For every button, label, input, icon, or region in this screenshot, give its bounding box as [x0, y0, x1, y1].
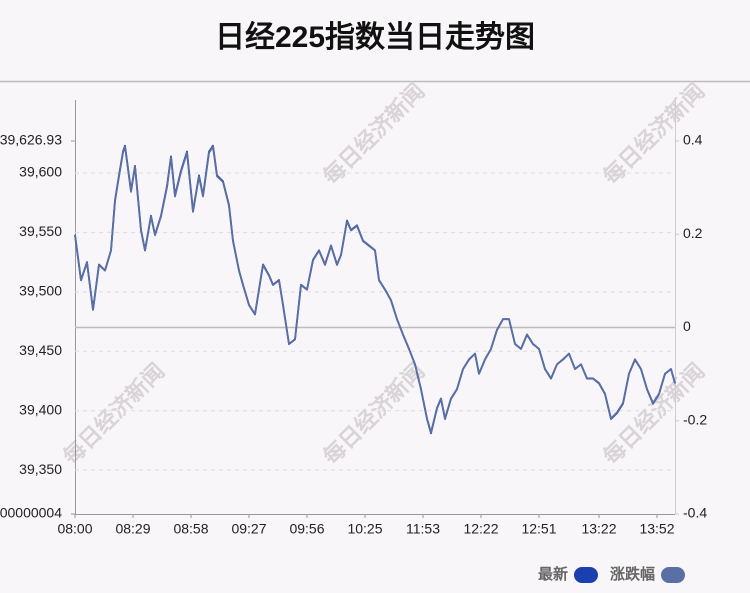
y2-tick-label: -0.4: [683, 505, 707, 521]
y-tick-label: 39,500: [19, 283, 62, 299]
legend-swatch: [661, 567, 685, 583]
x-tick-label: 08:00: [57, 521, 92, 537]
x-tick-label: 13:52: [639, 521, 674, 537]
y2-tick-label: 0.4: [683, 132, 703, 148]
legend-swatch: [573, 567, 598, 583]
y-tick-label: 39,313.0700000004: [0, 505, 62, 521]
y-tick-label: 39,550: [19, 223, 62, 239]
x-tick-label: 09:56: [289, 521, 324, 537]
y-tick-label: 39,600: [19, 164, 62, 180]
x-tick-label: 09:27: [231, 521, 266, 537]
y-tick-label: 39,350: [19, 461, 62, 477]
x-tick-label: 08:58: [173, 521, 208, 537]
y2-tick-label: -0.2: [683, 411, 707, 427]
y2-tick-label: 0: [683, 318, 691, 334]
y-tick-label: 39,450: [19, 342, 62, 358]
y-tick-label: 39,626.93: [0, 132, 62, 148]
y2-tick-label: 0.2: [683, 225, 703, 241]
x-tick-label: 08:29: [115, 521, 150, 537]
x-tick-label: 10:25: [347, 521, 382, 537]
x-tick-label: 12:51: [521, 521, 556, 537]
legend-label: 最新: [538, 565, 568, 583]
x-tick-label: 13:22: [581, 521, 616, 537]
legend-label: 涨跌幅: [610, 565, 655, 583]
x-tick-label: 11:53: [406, 521, 440, 537]
chart-title: 日经225指数当日走势图: [215, 20, 535, 54]
y-tick-label: 39,400: [19, 401, 62, 417]
x-tick-label: 12:22: [463, 521, 498, 537]
series-line: [74, 145, 676, 434]
